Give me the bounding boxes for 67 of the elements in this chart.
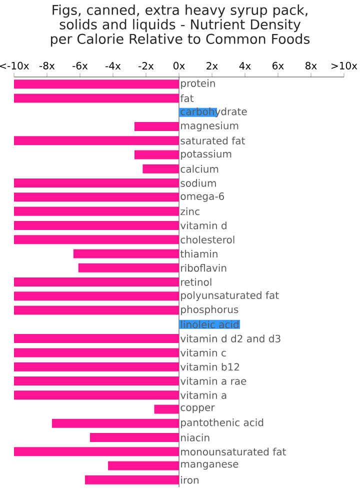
y-tick-label: linoleic acid bbox=[181, 320, 238, 328]
bar bbox=[14, 447, 179, 456]
y-tick-label: riboflavin bbox=[181, 264, 226, 272]
bar bbox=[14, 292, 179, 301]
x-tick-label: <-10x bbox=[0, 62, 29, 70]
bar bbox=[84, 475, 179, 484]
x-tick-label: 6x bbox=[272, 62, 284, 70]
y-tick-label: polyunsaturated fat bbox=[181, 291, 279, 301]
y-tick-label: vitamin a rae bbox=[180, 377, 246, 385]
bar bbox=[14, 235, 179, 244]
chart-title: Figs, canned, extra heavy syrup pack, solids and liquids - Nutrient Density per Calorie Relative to Common Foods bbox=[51, 4, 310, 47]
bar bbox=[14, 136, 179, 146]
bar bbox=[14, 192, 179, 202]
y-tick-label: manganese bbox=[181, 462, 238, 470]
y-tick-label: niacin bbox=[181, 434, 210, 442]
x-tick-label: 4x bbox=[239, 62, 251, 70]
y-tick-label: pantothenic acid bbox=[181, 418, 264, 428]
bar bbox=[14, 390, 179, 400]
y-tick-label: vitamin a bbox=[180, 391, 226, 399]
bar bbox=[154, 404, 179, 414]
bar bbox=[78, 263, 179, 272]
bar bbox=[108, 461, 179, 470]
y-tick-label: vitamin c bbox=[180, 348, 226, 357]
y-tick-label: fat bbox=[180, 94, 194, 102]
y-tick-label: phosphorus bbox=[181, 305, 238, 316]
x-tick-label: -2x bbox=[138, 62, 154, 70]
bar bbox=[14, 334, 179, 344]
y-tick-label: sodium bbox=[180, 179, 216, 187]
y-tick-label: saturated fat bbox=[180, 136, 245, 144]
y-tick-label: thiamin bbox=[180, 250, 218, 258]
bar bbox=[14, 178, 179, 188]
y-tick-label: magnesium bbox=[181, 122, 238, 132]
x-tick-label: -4x bbox=[106, 62, 121, 70]
y-tick-label: cholesterol bbox=[180, 236, 234, 244]
y-tick-label: vitamin d bbox=[180, 222, 226, 230]
bar bbox=[14, 220, 179, 230]
y-tick-label: copper bbox=[180, 405, 215, 414]
y-tick-label: retinol bbox=[181, 278, 212, 286]
bar bbox=[14, 348, 179, 358]
y-tick-label: omega-6 bbox=[180, 192, 224, 202]
y-tick-label: calcium bbox=[180, 165, 218, 173]
bar bbox=[90, 433, 179, 442]
bar bbox=[134, 122, 179, 131]
x-tick-label: >10x bbox=[332, 62, 358, 70]
bar bbox=[14, 362, 179, 372]
bar bbox=[14, 80, 179, 89]
y-tick-label: vitamin d d2 and d3 bbox=[180, 334, 280, 342]
y-tick-label: monounsaturated fat bbox=[181, 448, 286, 456]
bar bbox=[134, 150, 179, 160]
y-tick-label: vitamin b12 bbox=[180, 362, 240, 371]
y-tick-label: protein bbox=[181, 79, 215, 89]
x-tick-label: -6x bbox=[72, 62, 88, 70]
x-tick-label: -8x bbox=[40, 62, 55, 70]
bar bbox=[73, 249, 179, 258]
x-tick-label: 8x bbox=[306, 62, 317, 70]
bar bbox=[52, 418, 179, 428]
y-tick-label: potassium bbox=[181, 150, 232, 160]
bar bbox=[142, 164, 179, 174]
y-tick-label: iron bbox=[181, 476, 198, 484]
bar bbox=[14, 206, 179, 216]
x-tick-label: 0x bbox=[174, 62, 185, 70]
bar bbox=[14, 278, 179, 287]
bar bbox=[14, 306, 179, 315]
x-tick-label: 2x bbox=[206, 62, 218, 70]
bar bbox=[14, 376, 179, 386]
y-tick-label: zinc bbox=[180, 207, 200, 216]
bar bbox=[14, 94, 179, 103]
